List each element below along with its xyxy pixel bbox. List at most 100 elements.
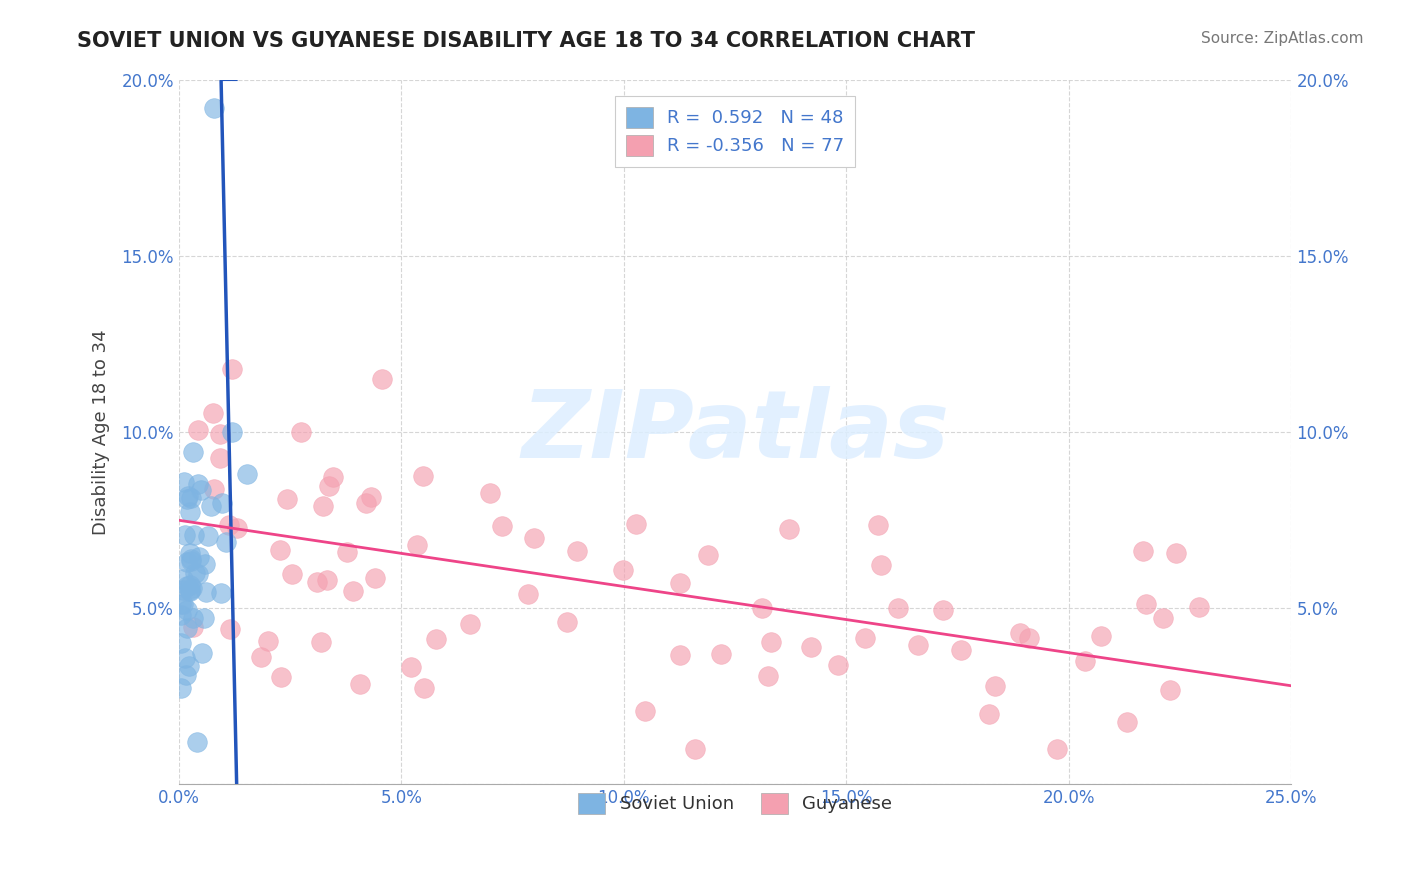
Point — [211, 586, 233, 600]
Point — [270, 669, 292, 683]
Point — [173, 528, 195, 542]
Point — [868, 517, 890, 532]
Point — [174, 668, 197, 682]
Point — [322, 470, 344, 484]
Point — [269, 542, 291, 557]
Point — [281, 566, 304, 581]
Point — [181, 581, 204, 595]
Point — [202, 483, 225, 497]
Point — [342, 584, 364, 599]
Point — [950, 643, 973, 657]
Point — [612, 563, 634, 577]
Point — [565, 544, 588, 558]
Point — [176, 578, 198, 592]
Point — [827, 657, 849, 672]
Point — [276, 491, 298, 506]
Point — [399, 660, 422, 674]
Point — [1164, 546, 1187, 560]
Point — [187, 476, 209, 491]
Point — [211, 496, 233, 510]
Text: ZIPatlas: ZIPatlas — [522, 386, 949, 478]
Point — [235, 467, 257, 481]
Point — [1188, 599, 1211, 614]
Point — [184, 566, 207, 580]
Point — [1135, 597, 1157, 611]
Point — [318, 479, 340, 493]
Point — [194, 585, 217, 599]
Point — [669, 575, 692, 590]
Point — [800, 640, 823, 655]
Point — [907, 638, 929, 652]
Point — [179, 505, 201, 519]
Point — [183, 620, 205, 634]
Point — [197, 529, 219, 543]
Point — [669, 648, 692, 662]
Point — [1152, 611, 1174, 625]
Point — [307, 575, 329, 590]
Point — [360, 491, 382, 505]
Point — [200, 499, 222, 513]
Point — [932, 603, 955, 617]
Point — [180, 491, 202, 505]
Point — [685, 742, 707, 756]
Point — [170, 597, 193, 611]
Point — [778, 523, 800, 537]
Point — [349, 676, 371, 690]
Point — [555, 615, 578, 629]
Point — [1116, 714, 1139, 729]
Point — [309, 635, 332, 649]
Point — [202, 406, 225, 420]
Point — [634, 704, 657, 718]
Point — [176, 603, 198, 617]
Point — [209, 450, 232, 465]
Point — [1018, 631, 1040, 645]
Point — [170, 608, 193, 623]
Point — [186, 735, 208, 749]
Point — [250, 649, 273, 664]
Point — [710, 647, 733, 661]
Point — [759, 634, 782, 648]
Point — [756, 668, 779, 682]
Point — [208, 426, 231, 441]
Point — [170, 635, 193, 649]
Point — [187, 566, 209, 581]
Point — [218, 517, 240, 532]
Point — [405, 538, 427, 552]
Point — [177, 489, 200, 503]
Text: SOVIET UNION VS GUYANESE DISABILITY AGE 18 TO 34 CORRELATION CHART: SOVIET UNION VS GUYANESE DISABILITY AGE … — [77, 31, 976, 51]
Point — [413, 681, 436, 696]
Point — [190, 646, 212, 660]
Point — [425, 632, 447, 647]
Point — [1046, 742, 1069, 756]
Point — [221, 361, 243, 376]
Point — [180, 553, 202, 567]
Point — [170, 681, 193, 696]
Point — [177, 659, 200, 673]
Point — [173, 475, 195, 489]
Point — [181, 610, 204, 624]
Point — [179, 584, 201, 599]
Point — [179, 578, 201, 592]
Point — [336, 545, 359, 559]
Point — [173, 651, 195, 665]
Point — [194, 557, 217, 571]
Point — [364, 571, 387, 585]
Point — [979, 706, 1001, 721]
Point — [984, 679, 1007, 693]
Point — [176, 492, 198, 507]
Point — [257, 634, 280, 648]
Point — [371, 372, 394, 386]
Y-axis label: Disability Age 18 to 34: Disability Age 18 to 34 — [93, 329, 110, 535]
Point — [1132, 544, 1154, 558]
Point — [516, 587, 538, 601]
Point — [697, 548, 720, 562]
Point — [176, 622, 198, 636]
Point — [523, 531, 546, 545]
Point — [190, 483, 212, 497]
Point — [869, 558, 891, 572]
Point — [183, 527, 205, 541]
Point — [179, 582, 201, 597]
Point — [290, 425, 312, 439]
Point — [187, 423, 209, 437]
Point — [193, 611, 215, 625]
